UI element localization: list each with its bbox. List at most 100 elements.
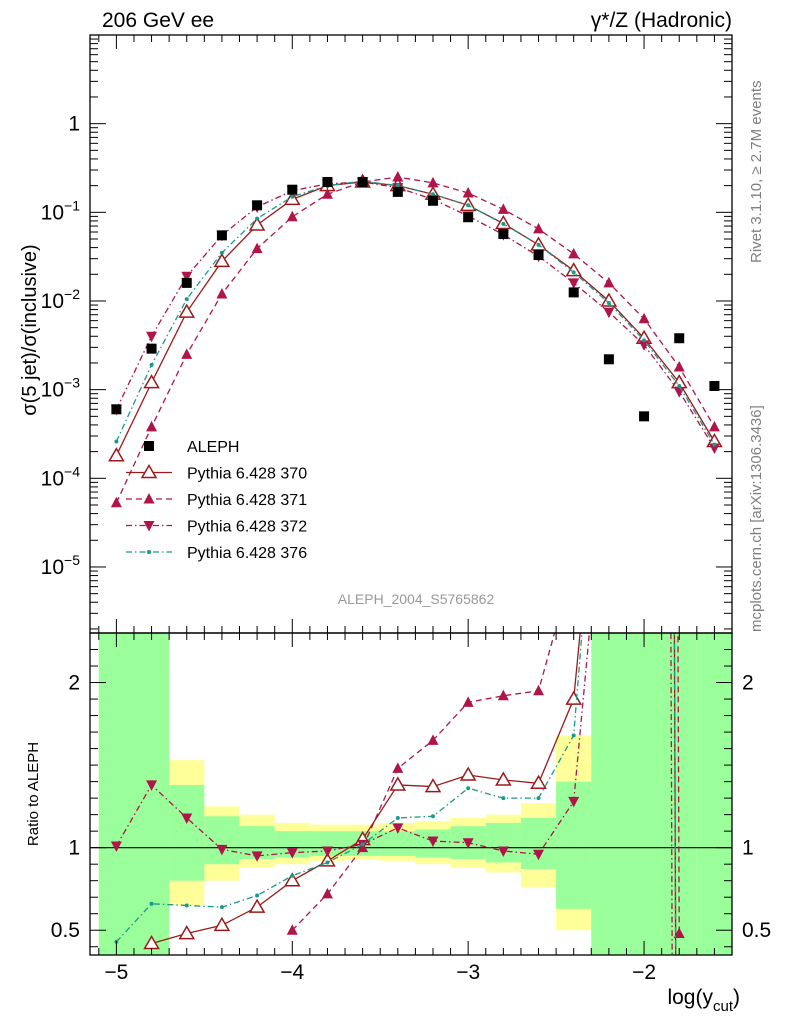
legend-label: Pythia 6.428 370 — [187, 466, 307, 483]
ratio-data-point — [248, 898, 266, 913]
legend-entry: Pythia 6.428 371 — [126, 492, 307, 509]
ratio-series-1 — [286, 633, 685, 939]
main-data-point — [213, 252, 231, 268]
ratio-data-point — [427, 734, 439, 745]
ratio-data-point — [392, 823, 404, 834]
ratio-series-line — [291, 633, 680, 934]
ratio-data-point — [321, 846, 333, 857]
main-series-0 — [111, 176, 720, 422]
ratio-data-point — [149, 901, 154, 906]
main-data-point — [114, 439, 119, 444]
ratio-data-point — [290, 873, 295, 878]
main-data-point — [427, 176, 439, 188]
main-data-point — [568, 247, 580, 259]
legend-entry: ALEPH — [144, 439, 239, 456]
ratio-data-point — [184, 903, 189, 908]
main-data-point — [709, 380, 720, 391]
y-tick-label: 10−1 — [41, 197, 81, 224]
ratio-data-point — [178, 925, 196, 940]
main-data-point — [252, 200, 263, 211]
ratio-y-tick-label: 1 — [68, 837, 80, 860]
main-data-point — [600, 292, 618, 307]
legend-marker-swatch — [144, 441, 154, 451]
ratio-data-point — [530, 774, 547, 790]
uncertainty-band-inner — [380, 831, 416, 856]
ratio-data-point — [213, 916, 231, 932]
ratio-data-point — [424, 778, 442, 793]
main-series-line — [115, 176, 715, 504]
ratio-data-point — [181, 813, 193, 824]
main-series-line — [115, 181, 715, 456]
main-data-point — [673, 387, 685, 398]
mcplots-label: mcplots.cern.ch [arXiv:1306.3436] — [748, 405, 765, 632]
main-data-point — [536, 242, 541, 247]
ratio-data-point — [466, 786, 471, 791]
main-data-point — [498, 228, 509, 239]
x-tick-label: −5 — [104, 961, 128, 984]
uncertainty-band-inner — [169, 784, 205, 881]
main-data-point — [146, 331, 158, 343]
main-data-point — [568, 278, 580, 289]
ratio-y-tick-label-right: 2 — [742, 672, 754, 695]
main-data-point — [287, 184, 298, 195]
main-data-point — [708, 420, 720, 432]
x-axis-title: log(ycut) — [667, 986, 740, 1015]
ratio-data-point — [568, 796, 580, 808]
legend-label: Pythia 6.428 376 — [187, 545, 307, 562]
main-data-point — [639, 411, 650, 422]
ratio-data-point — [110, 841, 122, 853]
energy-title: 206 GeV ee — [102, 9, 214, 32]
main-data-point — [111, 404, 122, 415]
main-data-point — [143, 374, 160, 389]
main-data-point — [501, 221, 506, 226]
ratio-series-3 — [114, 633, 677, 955]
ratio-series-line — [151, 633, 677, 955]
ratio-data-point — [497, 846, 509, 857]
main-data-point — [392, 186, 403, 197]
main-data-point — [533, 222, 545, 234]
uncertainty-band-inner — [98, 633, 134, 955]
ratio-data-point — [673, 927, 685, 939]
ratio-data-point — [462, 696, 474, 707]
ratio-data-point — [286, 924, 298, 935]
main-data-point — [216, 287, 228, 299]
main-data-point — [146, 343, 157, 354]
ratio-data-point — [495, 771, 512, 786]
main-data-point — [427, 195, 438, 206]
main-data-point — [603, 276, 615, 288]
legend: ALEPH Pythia 6.428 370 Pythia 6.428 371 Pyt… — [126, 439, 307, 562]
main-frame — [89, 34, 733, 634]
ratio-data-point — [536, 796, 541, 801]
main-panel — [108, 171, 723, 508]
ratio-data-point — [427, 836, 439, 848]
main-data-point — [642, 338, 647, 343]
main-data-point — [708, 443, 720, 454]
main-data-point — [149, 362, 154, 367]
ratio-data-point — [565, 690, 583, 705]
legend-entry: Pythia 6.428 372 — [126, 519, 307, 536]
main-data-point — [392, 171, 404, 182]
main-y-axis-title: σ(5 jet)/σ(inclusive) — [19, 244, 41, 415]
ratio-data-point — [533, 849, 545, 861]
legend-marker-swatch — [143, 521, 155, 532]
ratio-data-point — [216, 844, 228, 856]
ratio-data-point — [146, 780, 158, 791]
legend-label: ALEPH — [187, 439, 239, 456]
main-data-point — [321, 188, 333, 199]
ratio-data-point — [430, 814, 435, 819]
main-data-point — [462, 187, 474, 198]
legend-marker-swatch — [147, 550, 151, 554]
main-data-point — [638, 312, 650, 324]
ratio-data-point — [251, 851, 263, 862]
main-data-point — [251, 242, 263, 254]
main-data-point — [395, 183, 400, 188]
main-data-point — [110, 496, 122, 508]
main-data-point — [571, 270, 576, 275]
main-series-4 — [114, 179, 717, 447]
y-tick-label: 10−2 — [41, 286, 81, 313]
main-series-line — [115, 180, 715, 445]
uncertainty-band-inner — [204, 816, 240, 865]
uncertainty-band-inner — [626, 633, 662, 955]
legend-marker-swatch — [143, 493, 155, 504]
